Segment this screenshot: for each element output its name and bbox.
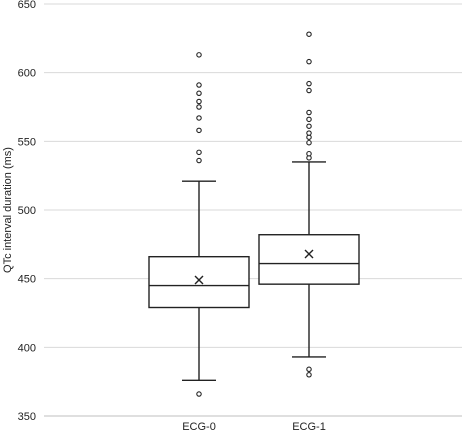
outlier-point	[306, 87, 312, 94]
outlier-point	[306, 80, 312, 87]
y-tick-label-400: 400	[18, 342, 36, 354]
y-tick-label-550: 550	[18, 136, 36, 148]
outlier-point	[306, 130, 312, 136]
outlier-point	[196, 157, 202, 164]
outlier-point	[196, 90, 202, 97]
outlier-point	[306, 31, 312, 37]
outlier-point	[306, 109, 312, 116]
outlier-point	[196, 115, 202, 121]
y-tick-label-500: 500	[18, 205, 36, 217]
y-tick-label-600: 600	[18, 68, 36, 80]
category-label-ECG-1: ECG-1	[292, 421, 326, 432]
outlier-point	[306, 58, 312, 65]
mean-marker	[304, 249, 314, 259]
y-axis-tick-labels: 350 400 450 500 550 600 650	[18, 0, 36, 423]
category-label-ECG-0: ECG-0	[182, 421, 216, 432]
boxes	[148, 31, 360, 397]
outlier-point	[306, 123, 312, 129]
y-tick-label-450: 450	[18, 274, 36, 286]
y-tick-label-650: 650	[18, 0, 36, 11]
iqr-box	[148, 255, 250, 309]
y-axis-label: QTc interval duration (ms)	[2, 147, 14, 273]
box-group-ECG-1	[258, 31, 360, 378]
outlier-point	[306, 366, 312, 373]
iqr-box	[258, 234, 360, 285]
box-group-ECG-0	[148, 52, 250, 397]
outlier-point	[196, 52, 202, 58]
outlier-point	[196, 149, 202, 156]
outlier-point	[306, 372, 312, 378]
outlier-point	[196, 82, 202, 88]
outlier-point	[196, 391, 202, 397]
gridlines	[44, 3, 462, 417]
y-tick-label-350: 350	[18, 411, 36, 423]
x-axis-category-labels: ECG-0 ECG-1	[182, 421, 326, 432]
outlier-point	[196, 127, 202, 134]
mean-marker	[194, 275, 204, 285]
outlier-point	[196, 104, 202, 110]
outlier-point	[306, 139, 312, 146]
outlier-point	[306, 150, 312, 157]
outlier-point	[306, 116, 312, 123]
outlier-point	[196, 98, 202, 105]
